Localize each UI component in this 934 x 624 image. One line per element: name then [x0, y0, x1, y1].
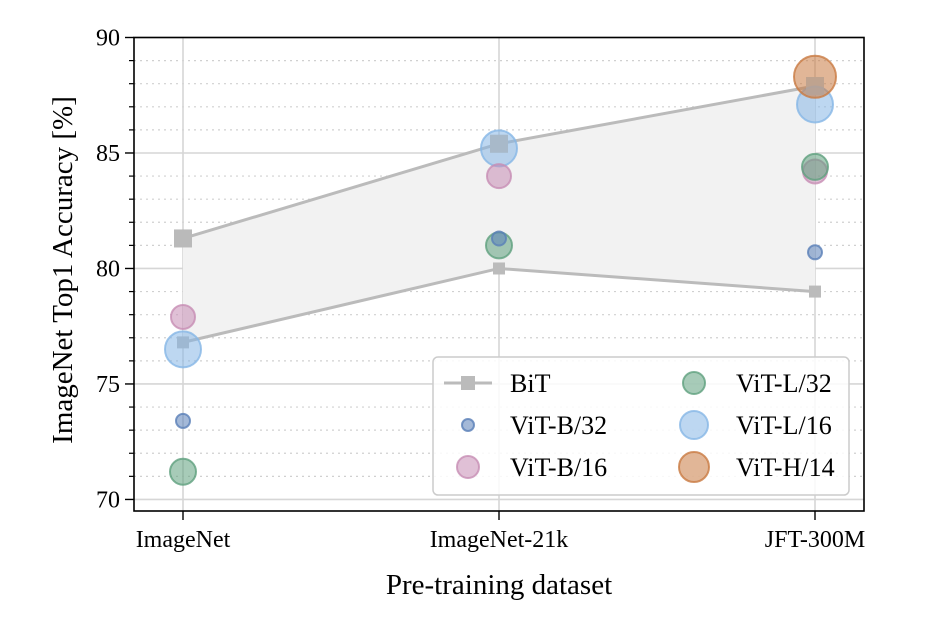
point-vit-h-14	[793, 54, 837, 99]
legend-label: ViT-B/16	[510, 453, 607, 482]
legend: BiT ViT-B/32 ViT-B/16 ViT-L/32 ViT-L/16 ViT-H…	[432, 356, 850, 496]
point-vit-b-16	[170, 303, 196, 330]
y-tick-label: 70	[96, 487, 120, 513]
point-vit-l-32	[801, 152, 829, 181]
y-tick-label: 80	[96, 256, 120, 282]
axis-ticks: 70 75 80 85 90 ImageNet ImageNet-21k JFT-300M	[96, 26, 865, 554]
legend-entry: ViT-B/32	[461, 411, 607, 440]
legend-swatch-circle	[682, 371, 706, 395]
legend-entry: ViT-L/16	[679, 410, 832, 440]
legend-entry: ViT-L/32	[682, 369, 832, 398]
legend-box	[432, 356, 850, 496]
legend-swatch-circle	[461, 418, 475, 432]
legend-swatch-square	[461, 376, 475, 390]
legend-swatch-circle	[456, 455, 480, 479]
bit-lower-marker	[809, 285, 821, 298]
legend-label: ViT-L/16	[736, 411, 832, 440]
point-vit-l-16	[164, 330, 202, 369]
bit-upper-marker-overlay	[806, 77, 824, 96]
legend-label: ViT-L/32	[736, 369, 832, 398]
y-tick-label: 85	[96, 141, 120, 167]
point-vit-b-32	[807, 244, 823, 261]
legend-label: ViT-H/14	[736, 453, 835, 482]
y-tick-label: 75	[96, 372, 120, 398]
legend-entry: BiT	[444, 369, 551, 398]
bit-upper-marker-overlay	[490, 134, 508, 153]
point-vit-b-32	[175, 412, 191, 429]
legend-entry: ViT-B/16	[456, 453, 607, 482]
y-tick-label: 90	[96, 26, 120, 52]
legend-label: ViT-B/32	[510, 411, 607, 440]
x-tick-label: ImageNet-21k	[430, 527, 569, 553]
point-vit-b-16	[486, 163, 512, 190]
point-vit-b-32	[491, 230, 507, 247]
bit-upper-marker-overlay	[174, 229, 192, 248]
legend-entry: ViT-H/14	[678, 451, 835, 483]
legend-swatch-circle	[679, 410, 709, 440]
legend-label: BiT	[510, 369, 551, 398]
legend-swatch-circle	[678, 451, 710, 483]
data-points	[164, 54, 837, 486]
bit-band-fill	[183, 86, 815, 343]
x-tick-label: JFT-300M	[765, 527, 865, 553]
y-axis-title: ImageNet Top1 Accuracy [%]	[47, 96, 79, 444]
x-tick-label: ImageNet	[136, 527, 231, 553]
x-axis-title: Pre-training dataset	[386, 569, 612, 601]
point-vit-l-32	[169, 457, 197, 486]
bit-lower-marker	[493, 262, 505, 275]
bit-upper-marker	[174, 229, 192, 248]
